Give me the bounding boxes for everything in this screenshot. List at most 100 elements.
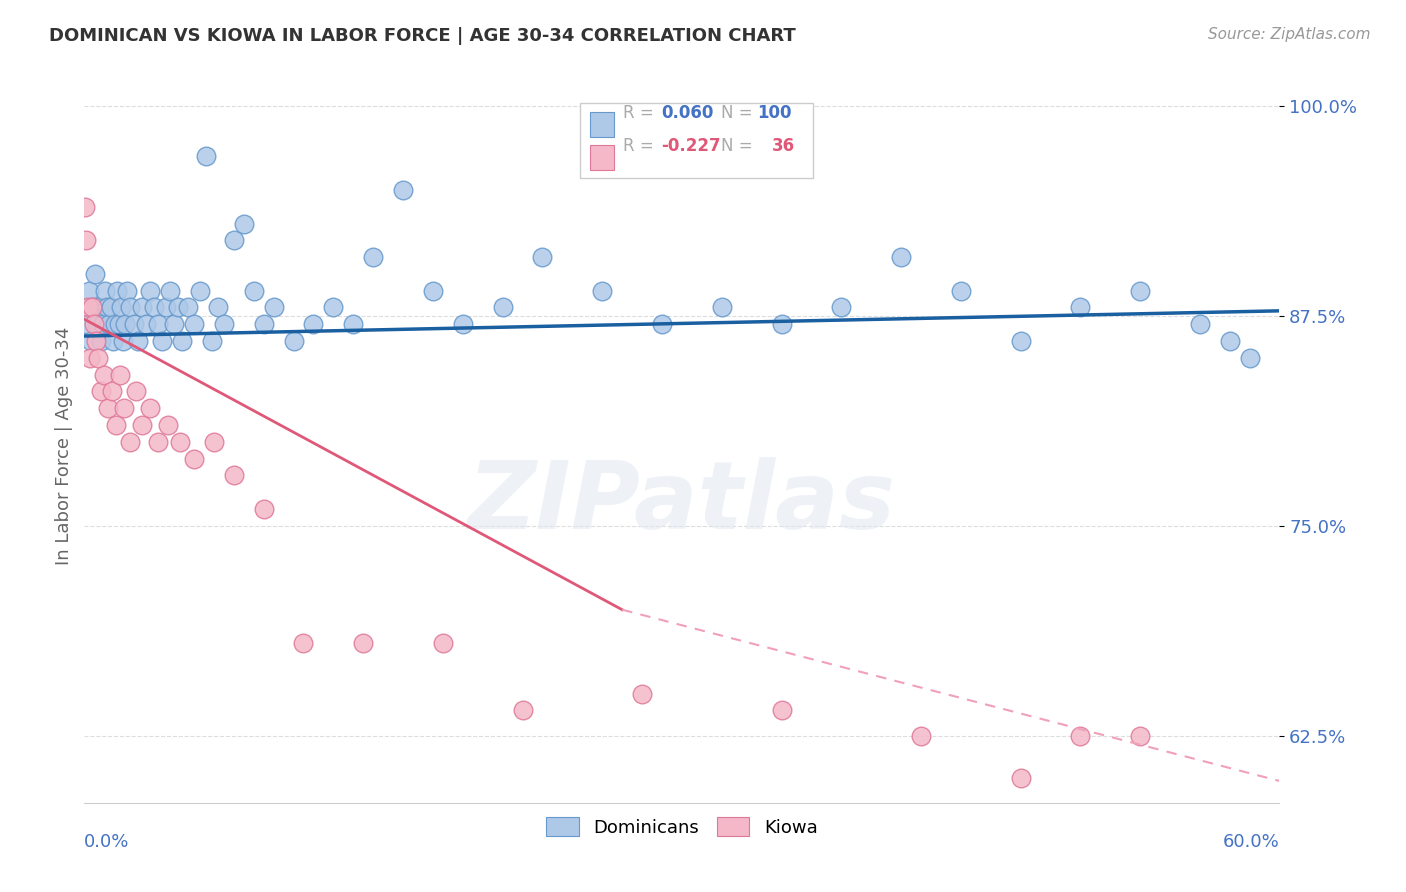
Text: 0.060: 0.060 (662, 103, 714, 121)
Point (104, 318, 127, 332)
Point (222, 468, 245, 483)
Point (352, 636, 374, 650)
Point (512, 703, 534, 717)
Point (492, 301, 515, 315)
Point (1129, 284, 1152, 298)
Point (101, 384, 124, 399)
Point (167, 301, 190, 315)
Text: N =: N = (721, 103, 758, 121)
Point (139, 401, 162, 416)
Point (1188, 318, 1211, 332)
Point (591, 284, 613, 298)
Point (76, 318, 98, 332)
Point (910, 729, 932, 743)
Text: R =: R = (623, 136, 659, 154)
Point (155, 301, 177, 315)
Point (150, 334, 173, 348)
Point (110, 368, 132, 382)
Point (82, 301, 104, 315)
Point (93, 368, 115, 382)
Point (131, 417, 153, 432)
Text: -0.227: -0.227 (662, 136, 721, 154)
Point (143, 301, 166, 315)
Point (96, 301, 118, 315)
Point (1010, 771, 1032, 785)
Point (531, 250, 554, 264)
Text: 100: 100 (758, 103, 792, 121)
Point (1239, 351, 1261, 365)
Point (135, 318, 157, 332)
Point (94, 284, 117, 298)
FancyBboxPatch shape (581, 103, 814, 178)
Point (105, 284, 128, 298)
Point (159, 284, 181, 298)
Point (1010, 334, 1032, 348)
Point (114, 318, 136, 332)
Point (188, 284, 211, 298)
Point (710, 301, 733, 315)
Point (105, 417, 128, 432)
Point (80, 334, 103, 348)
Point (283, 334, 305, 348)
Point (392, 183, 415, 197)
Text: 60.0%: 60.0% (1223, 833, 1279, 851)
Point (949, 284, 972, 298)
Point (86, 318, 108, 332)
Point (292, 636, 315, 650)
Point (169, 434, 191, 449)
Point (112, 334, 135, 348)
Point (83, 318, 105, 332)
Point (207, 301, 229, 315)
Point (79, 284, 101, 298)
Point (86, 334, 108, 348)
Y-axis label: In Labor Force | Age 30-34: In Labor Force | Age 30-34 (55, 326, 73, 566)
Point (651, 318, 673, 332)
Point (75, 200, 97, 214)
Point (263, 301, 285, 315)
Text: Source: ZipAtlas.com: Source: ZipAtlas.com (1208, 27, 1371, 42)
Point (170, 334, 193, 348)
Point (770, 703, 793, 717)
Point (108, 318, 131, 332)
Point (232, 217, 254, 231)
Point (146, 434, 169, 449)
Point (112, 401, 135, 416)
Point (97, 401, 120, 416)
Point (201, 334, 224, 348)
Point (177, 301, 200, 315)
Point (631, 687, 654, 701)
Point (183, 318, 205, 332)
Text: 0.0%: 0.0% (84, 833, 129, 851)
Point (830, 301, 852, 315)
Text: N =: N = (721, 136, 758, 154)
Point (87, 351, 110, 365)
Legend: Dominicans, Kiowa: Dominicans, Kiowa (538, 810, 825, 844)
Point (146, 318, 169, 332)
Point (1069, 301, 1091, 315)
Point (212, 318, 235, 332)
FancyBboxPatch shape (591, 145, 614, 169)
Point (770, 318, 793, 332)
Point (157, 417, 180, 432)
Text: DOMINICAN VS KIOWA IN LABOR FORCE | AGE 30-34 CORRELATION CHART: DOMINICAN VS KIOWA IN LABOR FORCE | AGE … (49, 27, 796, 45)
Point (451, 318, 474, 332)
Point (91, 318, 114, 332)
Point (432, 636, 454, 650)
Text: ZIPatlas: ZIPatlas (468, 457, 896, 549)
Point (342, 318, 364, 332)
Point (120, 301, 142, 315)
Point (125, 384, 148, 399)
Point (322, 301, 344, 315)
Point (90, 334, 112, 348)
Text: 36: 36 (772, 136, 794, 154)
Point (202, 434, 225, 449)
Point (361, 250, 384, 264)
Point (253, 502, 276, 516)
Point (77, 301, 100, 315)
Point (115, 284, 138, 298)
Point (127, 334, 149, 348)
Point (103, 334, 125, 348)
Point (163, 318, 186, 332)
Point (222, 233, 245, 247)
Point (890, 250, 912, 264)
